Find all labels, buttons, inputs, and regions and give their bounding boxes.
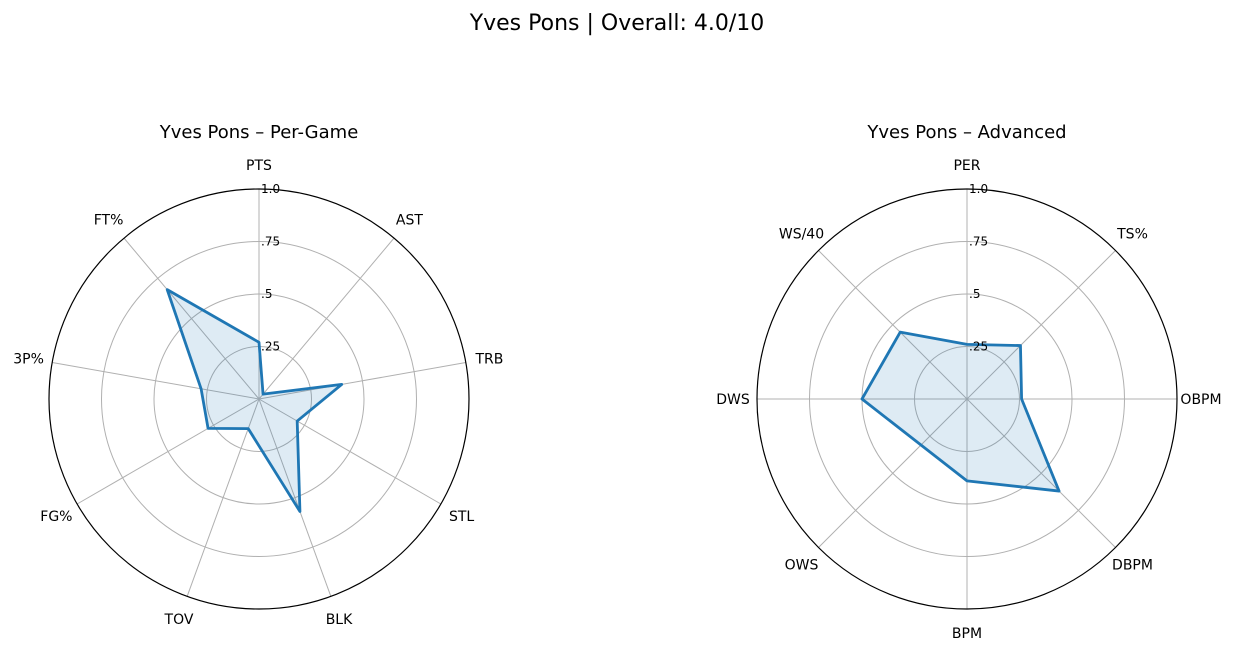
advanced-radar-chart: Yves Pons – Advanced .25 .5 .75 1.0 PER TS% OB… bbox=[716, 122, 1221, 642]
advanced-radial-tick-label: 1.0 bbox=[969, 182, 988, 196]
per-game-axis-label-stl: STL bbox=[449, 509, 474, 525]
advanced-radial-tick-label: .25 bbox=[969, 340, 988, 354]
per-game-axis-label-ast: AST bbox=[396, 213, 423, 229]
per-game-axis-label-fg-: FG% bbox=[40, 509, 72, 525]
advanced-axis-label-bpm: BPM bbox=[952, 626, 982, 642]
per-game-data-fill bbox=[167, 289, 342, 512]
advanced-axis-label-ts-: TS% bbox=[1116, 227, 1148, 243]
advanced-spoke bbox=[818, 398, 968, 548]
per-game-spoke bbox=[258, 237, 395, 400]
advanced-radial-tick-label: .5 bbox=[969, 287, 980, 301]
per-game-radial-tick-label: .5 bbox=[261, 287, 272, 301]
per-game-axis-label-tov: TOV bbox=[164, 612, 194, 628]
advanced-axis-label-obpm: OBPM bbox=[1180, 392, 1221, 408]
advanced-spoke bbox=[818, 250, 968, 400]
per-game-chart-title: Yves Pons – Per-Game bbox=[159, 122, 359, 143]
advanced-spoke bbox=[966, 250, 1116, 400]
per-game-radar-chart: Yves Pons – Per-Game .25 .5 .75 1.0 PTS AST TR… bbox=[13, 122, 503, 628]
per-game-spoke bbox=[76, 398, 260, 505]
advanced-axis-label-ws-40: WS/40 bbox=[779, 227, 824, 243]
per-game-spoke bbox=[123, 237, 260, 400]
per-game-spoke bbox=[186, 398, 260, 597]
per-game-radial-tick-label: .25 bbox=[261, 340, 280, 354]
per-game-axis-label-blk: BLK bbox=[326, 612, 353, 628]
per-game-spoke bbox=[52, 362, 260, 400]
advanced-axis-label-dbpm: DBPM bbox=[1112, 558, 1153, 574]
advanced-axis-label-ows: OWS bbox=[785, 558, 819, 574]
advanced-data-fill bbox=[862, 332, 1060, 492]
advanced-axis-label-dws: DWS bbox=[716, 392, 750, 408]
advanced-chart-title: Yves Pons – Advanced bbox=[866, 122, 1066, 143]
per-game-axis-label-3p-: 3P% bbox=[13, 351, 44, 367]
per-game-spoke bbox=[258, 362, 466, 400]
per-game-spoke bbox=[258, 398, 442, 505]
advanced-radial-tick-label: .75 bbox=[969, 235, 988, 249]
advanced-spoke bbox=[966, 398, 1116, 548]
per-game-axis-label-ft-: FT% bbox=[94, 213, 124, 229]
per-game-radial-tick-label: .75 bbox=[261, 235, 280, 249]
per-game-spoke bbox=[258, 398, 332, 597]
per-game-outer-frame bbox=[48, 188, 470, 610]
per-game-axis-label-trb: TRB bbox=[474, 351, 503, 367]
figure-title: Yves Pons | Overall: 4.0/10 bbox=[469, 11, 765, 36]
advanced-outer-frame bbox=[756, 188, 1178, 610]
per-game-axis-label-pts: PTS bbox=[246, 158, 272, 174]
advanced-data-line bbox=[860, 330, 1061, 493]
per-game-radial-tick-label: 1.0 bbox=[261, 182, 280, 196]
per-game-data-line bbox=[165, 288, 344, 513]
advanced-axis-label-per: PER bbox=[953, 158, 980, 174]
